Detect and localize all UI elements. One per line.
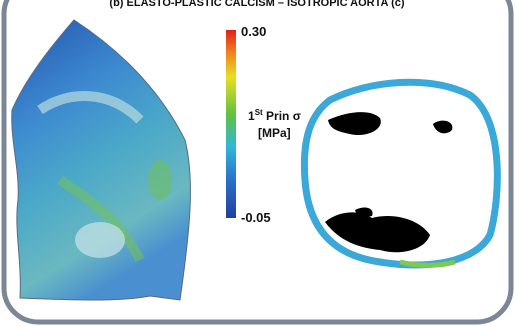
panel-title: (b) ELASTO-PLASTIC CALCISM – ISOTROPIC A… (109, 0, 405, 9)
colorbar-max-label: 0.30 (241, 24, 266, 39)
page: (b) ELASTO-PLASTIC CALCISM – ISOTROPIC A… (0, 0, 515, 326)
colorbar-min-label: -0.05 (241, 210, 271, 225)
quantity-name: Prin σ (263, 109, 301, 123)
colorbar-unit: [MPa] (258, 126, 291, 140)
colorbar (226, 30, 236, 218)
figure-panel: (b) ELASTO-PLASTIC CALCISM – ISOTROPIC A… (0, 0, 515, 326)
